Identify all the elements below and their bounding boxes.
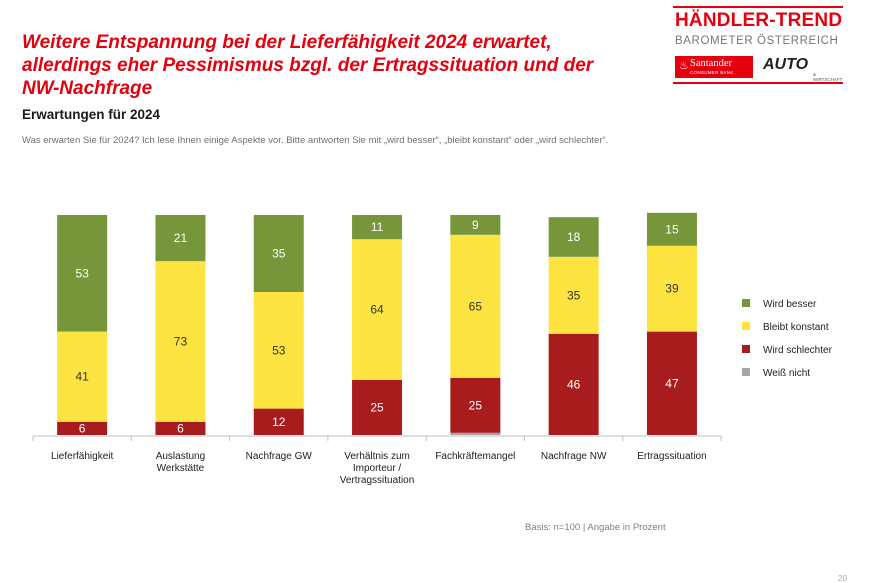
category-label-auslastung-werkstaette: Auslastung <box>156 451 205 462</box>
data-label-wird-besser-ertragssituation: 15 <box>665 222 679 236</box>
page-number: 20 <box>838 574 847 583</box>
data-label-bleibt-konstant-fachkraeftemangel: 65 <box>469 299 483 313</box>
data-label-wird-besser-nachfrage-nw: 18 <box>567 230 581 244</box>
bar-wird-besser-fachkraeftemangel <box>450 215 501 235</box>
category-label-verhaeltnis-zum-importeur-vertragssituation: Vertragssituation <box>340 475 415 486</box>
data-label-wird-schlechter-nachfrage-gw: 12 <box>272 415 286 429</box>
bar-wird-besser-verhaeltnis-zum-importeur-vertragssituation <box>352 215 403 240</box>
chart-subtitle: Erwartungen für 2024 <box>22 107 161 122</box>
data-label-wird-besser-nachfrage-gw: 35 <box>272 247 286 261</box>
legend-label-wird-schlechter: Wird schlechter <box>763 345 833 356</box>
flame-icon: ♨ <box>679 60 689 72</box>
legend-swatch-bleibt-konstant <box>742 322 750 330</box>
bar-bleibt-konstant-fachkraeftemangel <box>450 234 501 378</box>
data-label-wird-schlechter-auslastung-werkstaette: 6 <box>177 421 184 435</box>
bar-bleibt-konstant-nachfrage-gw <box>253 292 304 409</box>
bar-wird-besser-lieferfaehigkeit <box>57 215 108 332</box>
bar-bleibt-konstant-lieferfaehigkeit <box>57 331 108 422</box>
data-label-bleibt-konstant-nachfrage-gw: 53 <box>272 343 286 357</box>
legend-swatch-wird-besser <box>742 299 750 307</box>
haendler-trend-logo: HÄNDLER-TREND BAROMETER ÖSTERREICH ♨ San… <box>673 6 845 86</box>
category-label-fachkraeftemangel: Fachkräftemangel <box>435 451 515 462</box>
bar-wird-schlechter-fachkraeftemangel <box>450 377 501 433</box>
data-label-wird-besser-verhaeltnis-zum-importeur-vertragssituation: 11 <box>371 220 384 234</box>
auto-logo: AUTO <box>763 56 809 73</box>
logo-name: HÄNDLER-TREND <box>675 10 843 31</box>
santander-sub: CONSUMER BANK <box>690 70 734 75</box>
auto-logo-sub: & WIRTSCHAFT <box>813 72 843 82</box>
data-label-bleibt-konstant-auslastung-werkstaette: 73 <box>174 335 188 349</box>
data-label-wird-besser-fachkraeftemangel: 9 <box>472 218 479 232</box>
data-label-wird-schlechter-verhaeltnis-zum-importeur-vertragssituation: 25 <box>370 401 384 415</box>
legend-swatch-wird-schlechter <box>742 345 750 353</box>
bar-bleibt-konstant-auslastung-werkstaette <box>155 261 206 422</box>
bar-wird-besser-ertragssituation <box>646 212 697 246</box>
category-label-nachfrage-gw: Nachfrage GW <box>246 451 313 462</box>
bar-bleibt-konstant-verhaeltnis-zum-importeur-vertragssituation <box>352 239 403 380</box>
category-label-auslastung-werkstaette: Werkstätte <box>157 463 205 474</box>
bar-wird-schlechter-ertragssituation <box>646 331 697 435</box>
logo-subtitle: BAROMETER ÖSTERREICH <box>675 35 839 47</box>
data-label-bleibt-konstant-ertragssituation: 39 <box>665 282 679 296</box>
category-label-lieferfaehigkeit: Lieferfähigkeit <box>51 451 113 462</box>
bar-wird-schlechter-nachfrage-nw <box>548 333 599 435</box>
title-line-2: allerdings eher Pessimismus bzgl. der Er… <box>22 55 594 76</box>
bar-wird-schlechter-auslastung-werkstaette <box>155 421 206 435</box>
bar-weiss-nicht-fachkraeftemangel <box>450 432 501 435</box>
title-line-3: NW-Nachfrage <box>22 78 153 99</box>
data-label-wird-schlechter-lieferfaehigkeit: 6 <box>79 421 86 435</box>
legend-label-wird-besser: Wird besser <box>763 299 817 310</box>
logo-top-rule <box>673 6 843 8</box>
data-label-wird-schlechter-nachfrage-nw: 46 <box>567 377 581 391</box>
data-label-wird-besser-auslastung-werkstaette: 21 <box>174 231 188 245</box>
bar-wird-besser-auslastung-werkstaette <box>155 215 206 262</box>
data-label-bleibt-konstant-verhaeltnis-zum-importeur-vertragssituation: 64 <box>370 303 384 317</box>
survey-question: Was erwarten Sie für 2024? Ich lese Ihne… <box>22 135 609 146</box>
bar-wird-schlechter-lieferfaehigkeit <box>57 421 108 435</box>
bar-wird-besser-nachfrage-nw <box>548 217 599 257</box>
bar-wird-schlechter-nachfrage-gw <box>253 408 304 435</box>
data-label-bleibt-konstant-lieferfaehigkeit: 41 <box>75 370 89 384</box>
footnote: Basis: n=100 | Angabe in Prozent <box>525 522 666 533</box>
data-label-bleibt-konstant-nachfrage-nw: 35 <box>567 288 581 302</box>
category-label-verhaeltnis-zum-importeur-vertragssituation: Importeur / <box>353 463 402 474</box>
bar-wird-besser-nachfrage-gw <box>253 215 304 292</box>
santander-name: Santander <box>690 58 732 69</box>
slide-title: Weitere Entspannung bei der Lieferfähigk… <box>22 31 662 100</box>
bar-wird-schlechter-verhaeltnis-zum-importeur-vertragssituation <box>352 380 403 435</box>
bar-bleibt-konstant-nachfrage-nw <box>548 256 599 334</box>
bar-bleibt-konstant-ertragssituation <box>646 245 697 332</box>
data-label-wird-besser-lieferfaehigkeit: 53 <box>75 266 89 280</box>
category-label-ertragssituation: Ertragssituation <box>637 451 706 462</box>
data-label-wird-schlechter-ertragssituation: 47 <box>665 376 679 390</box>
legend-label-weiss-nicht: Weiß nicht <box>763 368 810 379</box>
data-label-wird-schlechter-fachkraeftemangel: 25 <box>469 398 483 412</box>
category-label-nachfrage-nw: Nachfrage NW <box>541 451 607 462</box>
legend-swatch-weiss-nicht <box>742 368 750 376</box>
category-label-verhaeltnis-zum-importeur-vertragssituation: Verhältnis zum <box>344 451 410 462</box>
logo-bottom-rule <box>673 82 843 84</box>
santander-logo: ♨ Santander CONSUMER BANK <box>675 56 753 78</box>
legend-label-bleibt-konstant: Bleibt konstant <box>763 322 829 333</box>
title-line-1: Weitere Entspannung bei der Lieferfähigk… <box>22 32 552 53</box>
